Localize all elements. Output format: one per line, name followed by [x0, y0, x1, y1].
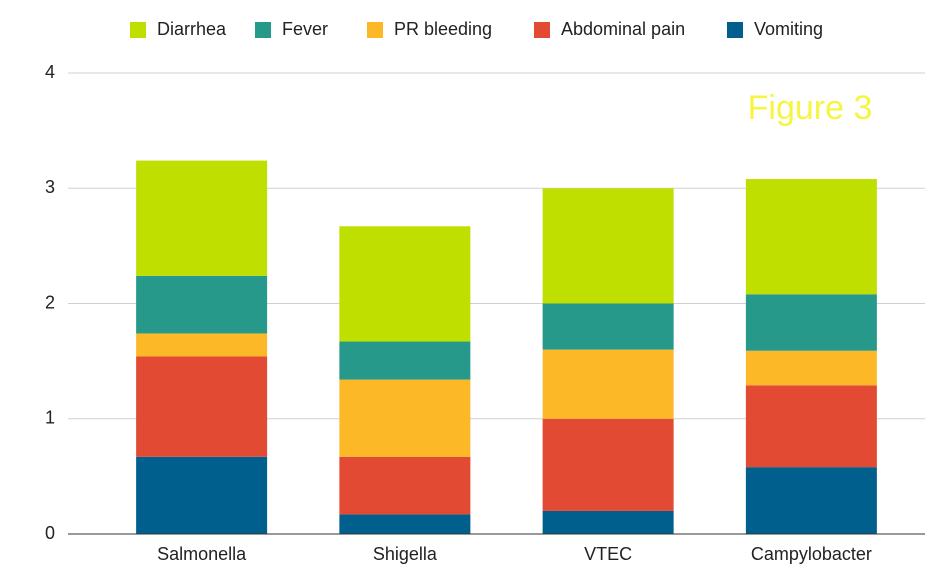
bar-segment: [542, 188, 674, 304]
bar-segment: [136, 356, 268, 457]
y-tick-label: 0: [45, 523, 55, 543]
bar-segment: [745, 385, 877, 468]
legend-label: Abdominal pain: [561, 19, 685, 39]
bar-segment: [136, 160, 268, 276]
bar-segment: [136, 275, 268, 334]
bar-segment: [745, 179, 877, 295]
bar-segment: [339, 379, 471, 457]
legend-label: PR bleeding: [394, 19, 492, 39]
legend-label: Fever: [282, 19, 328, 39]
bar-segment: [745, 294, 877, 351]
bar-segment: [745, 350, 877, 386]
bar-segment: [542, 349, 674, 419]
bar-segment: [339, 226, 471, 342]
bar-segment: [745, 467, 877, 534]
bar-segment: [136, 333, 268, 357]
bar-segment: [339, 456, 471, 515]
legend-swatch: [367, 22, 383, 38]
bar-segment: [136, 456, 268, 534]
x-tick-label: Salmonella: [157, 544, 247, 564]
y-tick-label: 4: [45, 62, 55, 82]
legend-label: Vomiting: [754, 19, 823, 39]
legend-swatch: [255, 22, 271, 38]
y-tick-label: 2: [45, 292, 55, 312]
annotation: Figure 3: [748, 89, 873, 127]
bar-segment: [339, 341, 471, 380]
legend-swatch: [727, 22, 743, 38]
x-tick-label: VTEC: [584, 544, 632, 564]
bar-segment: [542, 303, 674, 350]
bar-segment: [542, 510, 674, 534]
bar-segment: [339, 514, 471, 534]
bar-segment: [542, 418, 674, 511]
x-tick-label: Shigella: [373, 544, 438, 564]
legend-label: Diarrhea: [157, 19, 227, 39]
y-tick-label: 1: [45, 408, 55, 428]
legend-swatch: [130, 22, 146, 38]
legend-swatch: [534, 22, 550, 38]
x-tick-label: Campylobacter: [751, 544, 872, 564]
y-tick-label: 3: [45, 177, 55, 197]
